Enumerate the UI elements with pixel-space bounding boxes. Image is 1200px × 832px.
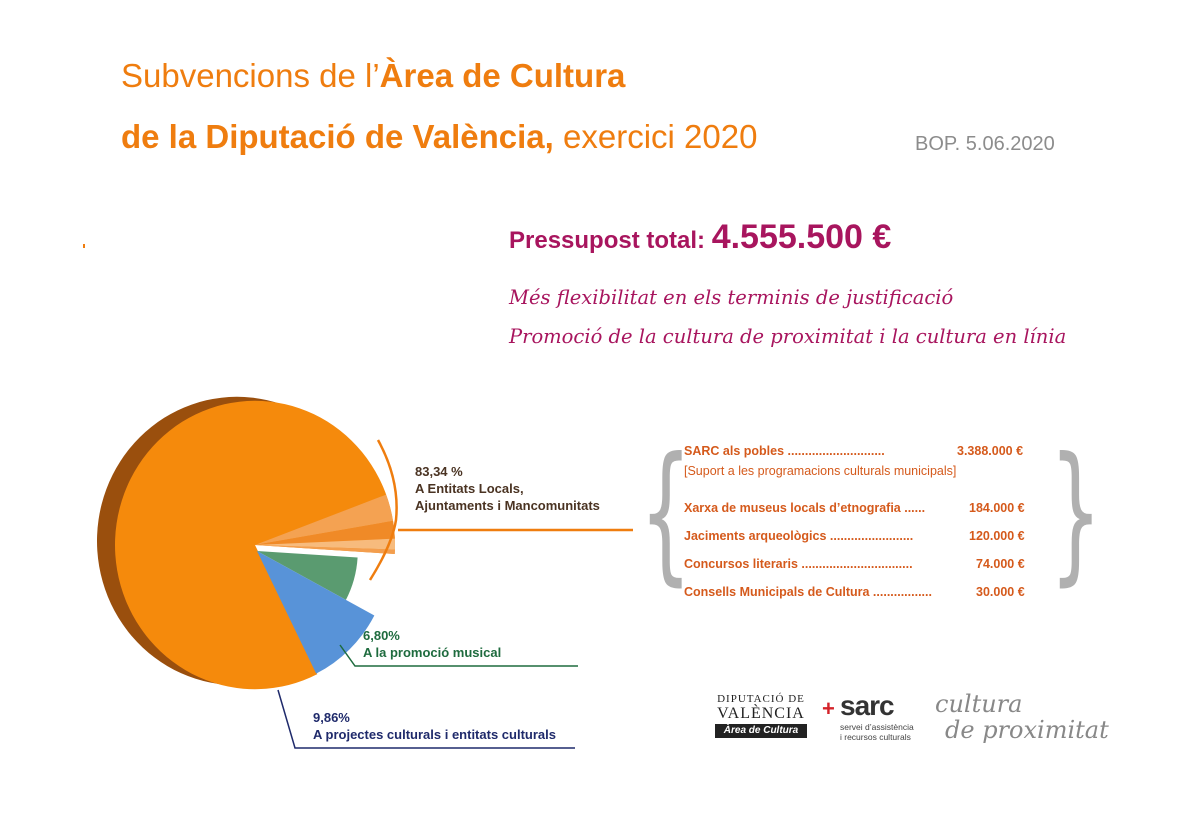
breakdown-name: Concursos literaris <box>684 557 798 571</box>
slice-local-entities <box>115 400 395 690</box>
breakdown-dots: ............................ <box>784 444 885 458</box>
slice-projects <box>257 551 375 674</box>
page-title-line1: Subvencions de l’Àrea de Cultura <box>121 56 625 96</box>
slice-name-projects: A projectes culturals i entitats cultura… <box>313 727 556 742</box>
breakdown-amount-consells: 30.000 € <box>976 585 1025 599</box>
breakdown-row-concursos: Concursos literaris ....................… <box>684 557 913 571</box>
breakdown-row-museus: Xarxa de museus locals d’etnografia ....… <box>684 501 925 515</box>
slice-percent-local: 83,34 % <box>415 464 463 479</box>
breakdown-amount-concursos: 74.000 € <box>976 557 1025 571</box>
leader-local-arc <box>368 439 398 581</box>
breakdown-dots: ........................ <box>826 529 914 543</box>
dipu-logo-line2: VALÈNCIA <box>717 705 805 722</box>
breakdown-dots: ................................ <box>797 557 913 571</box>
pie-slices <box>115 400 395 690</box>
breakdown-name: Consells Municipals de Cultura <box>684 585 870 599</box>
breakdown-name: Jaciments arqueològics <box>684 529 827 543</box>
breakdown-slice-2 <box>255 538 395 550</box>
page-title-line2: de la Diputació de València, exercici 20… <box>121 117 757 157</box>
sarc-logo: sarc <box>840 690 895 721</box>
highlight-2: Promoció de la cultura de proximitat i l… <box>509 325 1067 348</box>
breakdown-row-consells: Consells Municipals de Cultura .........… <box>684 585 932 599</box>
breakdown-slice-1 <box>255 520 395 545</box>
breakdown-slice-0 <box>255 494 394 545</box>
breakdown-slice-3 <box>255 545 395 555</box>
slice-name-local-2: Ajuntaments i Mancomunitats <box>415 498 600 513</box>
title-normal-part: Subvencions de l’ <box>121 57 380 94</box>
diputacio-logo: DIPUTACIÓ DE VALÈNCIA Àrea de Cultura <box>713 693 809 743</box>
bop-date: BOP. 5.06.2020 <box>915 133 1055 155</box>
budget-total: Pressupost total: 4.555.500 € <box>509 218 891 257</box>
slice-label-music: 6,80% A la promoció musical <box>363 627 501 661</box>
breakdown-row-sarc: SARC als pobles ........................… <box>684 444 885 458</box>
slice-music <box>257 551 358 600</box>
title-bold-part-2: de la Diputació de València, <box>121 118 554 155</box>
breakdown-amount-sarc: 3.388.000 € <box>957 444 1024 458</box>
budget-value: 4.555.500 € <box>711 218 892 256</box>
cultura-logo-line1: cultura <box>935 690 1023 718</box>
breakdown-amount-jaciments: 120.000 € <box>969 529 1025 543</box>
sarc-cross-icon: + <box>822 696 835 721</box>
title-bold-part: Àrea de Cultura <box>379 57 626 94</box>
slice-label-local: 83,34 % A Entitats Locals, Ajuntaments i… <box>415 463 600 514</box>
breakdown-row-jaciments: Jaciments arqueològics .................… <box>684 529 913 543</box>
slice-percent-projects: 9,86% <box>313 710 350 725</box>
slice-name-local-1: A Entitats Locals, <box>415 481 524 496</box>
dipu-logo-line3: Àrea de Cultura <box>715 724 807 738</box>
sarc-subtitle: servei d’assistència i recursos cultural… <box>840 722 920 742</box>
sarc-sub-2: i recursos culturals <box>840 732 911 742</box>
breakdown-name: Xarxa de museus locals d’etnografia <box>684 501 901 515</box>
budget-label: Pressupost total: <box>509 227 712 254</box>
dipu-logo-line1: DIPUTACIÓ DE <box>717 693 805 705</box>
cultura-logo-line2: de proximitat <box>945 716 1109 744</box>
breakdown-note: [Suport a les programacions culturals mu… <box>684 464 957 478</box>
breakdown-dots: ...... <box>900 501 926 515</box>
breakdown-amount-museus: 184.000 € <box>969 501 1025 515</box>
right-brace: } <box>1049 426 1102 600</box>
title-year: exercici 2020 <box>553 118 758 155</box>
leader-music <box>339 644 578 667</box>
breakdown-dots: ................. <box>869 585 932 599</box>
slice-percent-music: 6,80% <box>363 628 400 643</box>
highlight-1: Més flexibilitat en els terminis de just… <box>509 286 954 309</box>
slice-name-music: A la promoció musical <box>363 645 502 660</box>
breakdown-name: SARC als pobles <box>684 444 785 458</box>
leader-projects <box>277 689 575 749</box>
sarc-sub-1: servei d’assistència <box>840 722 914 732</box>
left-brace: { <box>639 426 692 600</box>
leader-lines <box>83 244 633 749</box>
slice-label-projects: 9,86% A projectes culturals i entitats c… <box>313 709 556 743</box>
